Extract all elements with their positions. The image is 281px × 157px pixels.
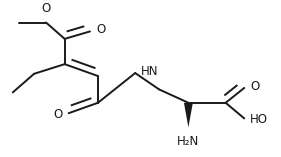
Text: HN: HN <box>141 65 159 78</box>
Text: O: O <box>250 80 259 93</box>
Text: H₂N: H₂N <box>177 135 200 148</box>
Polygon shape <box>184 103 193 127</box>
Text: O: O <box>96 23 105 36</box>
Text: O: O <box>41 2 51 15</box>
Text: O: O <box>53 108 63 121</box>
Text: HO: HO <box>250 113 268 126</box>
